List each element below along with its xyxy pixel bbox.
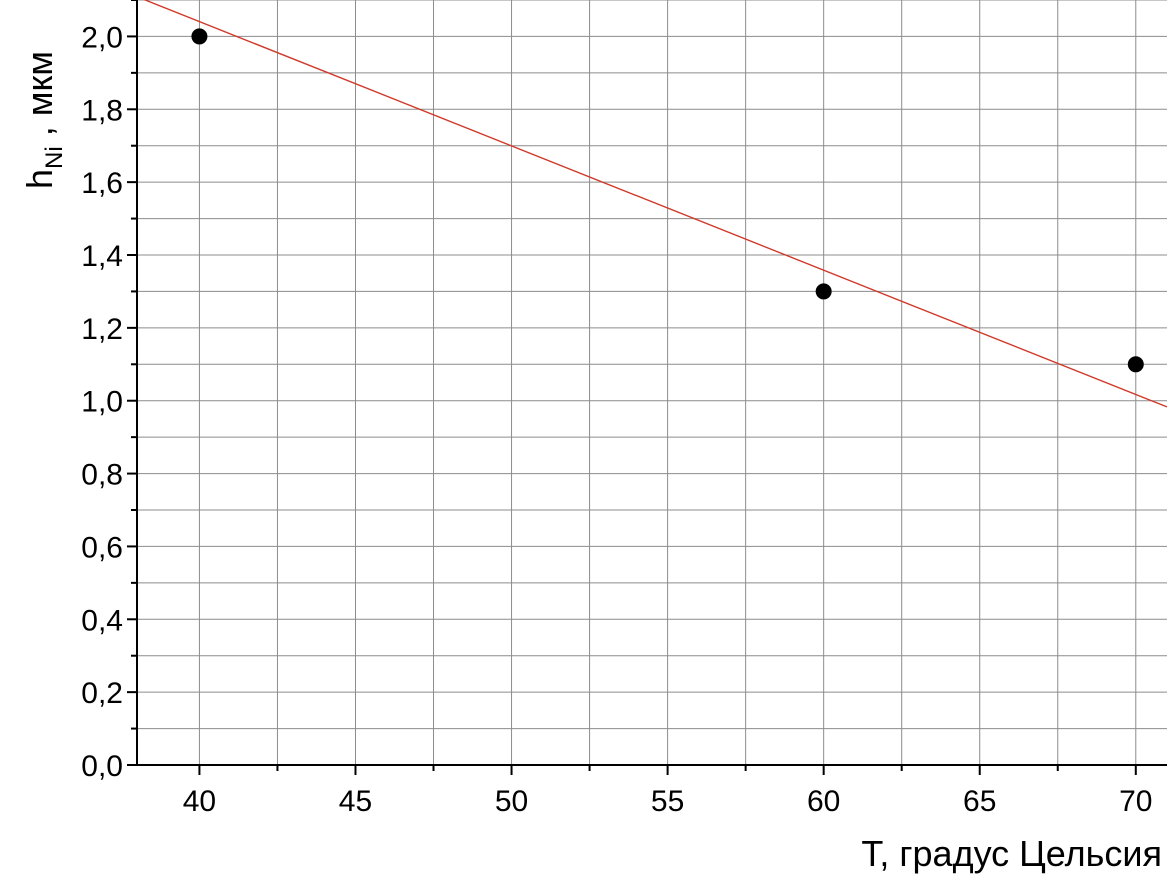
- y-axis-title-main: h: [19, 169, 60, 189]
- y-axis-title: hNi , мкм: [19, 51, 68, 189]
- tick-labels: 40 45 50 55 60 65 70 0,0 0,2 0,4 0,6 0,8 1,0 1,2 1,4 1,…: [81, 21, 1152, 818]
- y-tick-label: 1,8: [81, 94, 123, 127]
- y-tick-label: 1,6: [81, 167, 123, 200]
- x-tick-label: 60: [807, 785, 840, 818]
- x-tick-label: 70: [1119, 785, 1152, 818]
- y-tick-label: 1,0: [81, 386, 123, 419]
- data-points: [191, 28, 1144, 373]
- x-tick-label: 55: [651, 785, 684, 818]
- y-tick-label: 0,8: [81, 459, 123, 492]
- axes: [127, 0, 1167, 775]
- y-tick-label: 1,4: [81, 240, 123, 273]
- x-tick-label: 45: [339, 785, 372, 818]
- x-axis-title: T, градус Цельсия: [861, 833, 1162, 874]
- y-tick-label: 0,0: [81, 750, 123, 783]
- data-point: [1127, 356, 1144, 373]
- x-tick-label: 50: [495, 785, 528, 818]
- data-point: [191, 28, 208, 45]
- y-axis-title-suffix: , мкм: [19, 51, 60, 146]
- data-point: [815, 283, 832, 300]
- y-tick-label: 0,6: [81, 531, 123, 564]
- y-tick-label: 0,2: [81, 677, 123, 710]
- y-axis-title-subscript: Ni: [41, 146, 68, 169]
- x-tick-label: 40: [183, 785, 216, 818]
- y-tick-label: 2,0: [81, 21, 123, 54]
- fit-line-group: [143, 0, 1168, 408]
- y-tick-label: 0,4: [81, 604, 123, 637]
- fit-line: [143, 0, 1168, 408]
- x-tick-label: 65: [963, 785, 996, 818]
- grid-lines: [137, 0, 1167, 765]
- y-tick-label: 1,2: [81, 313, 123, 346]
